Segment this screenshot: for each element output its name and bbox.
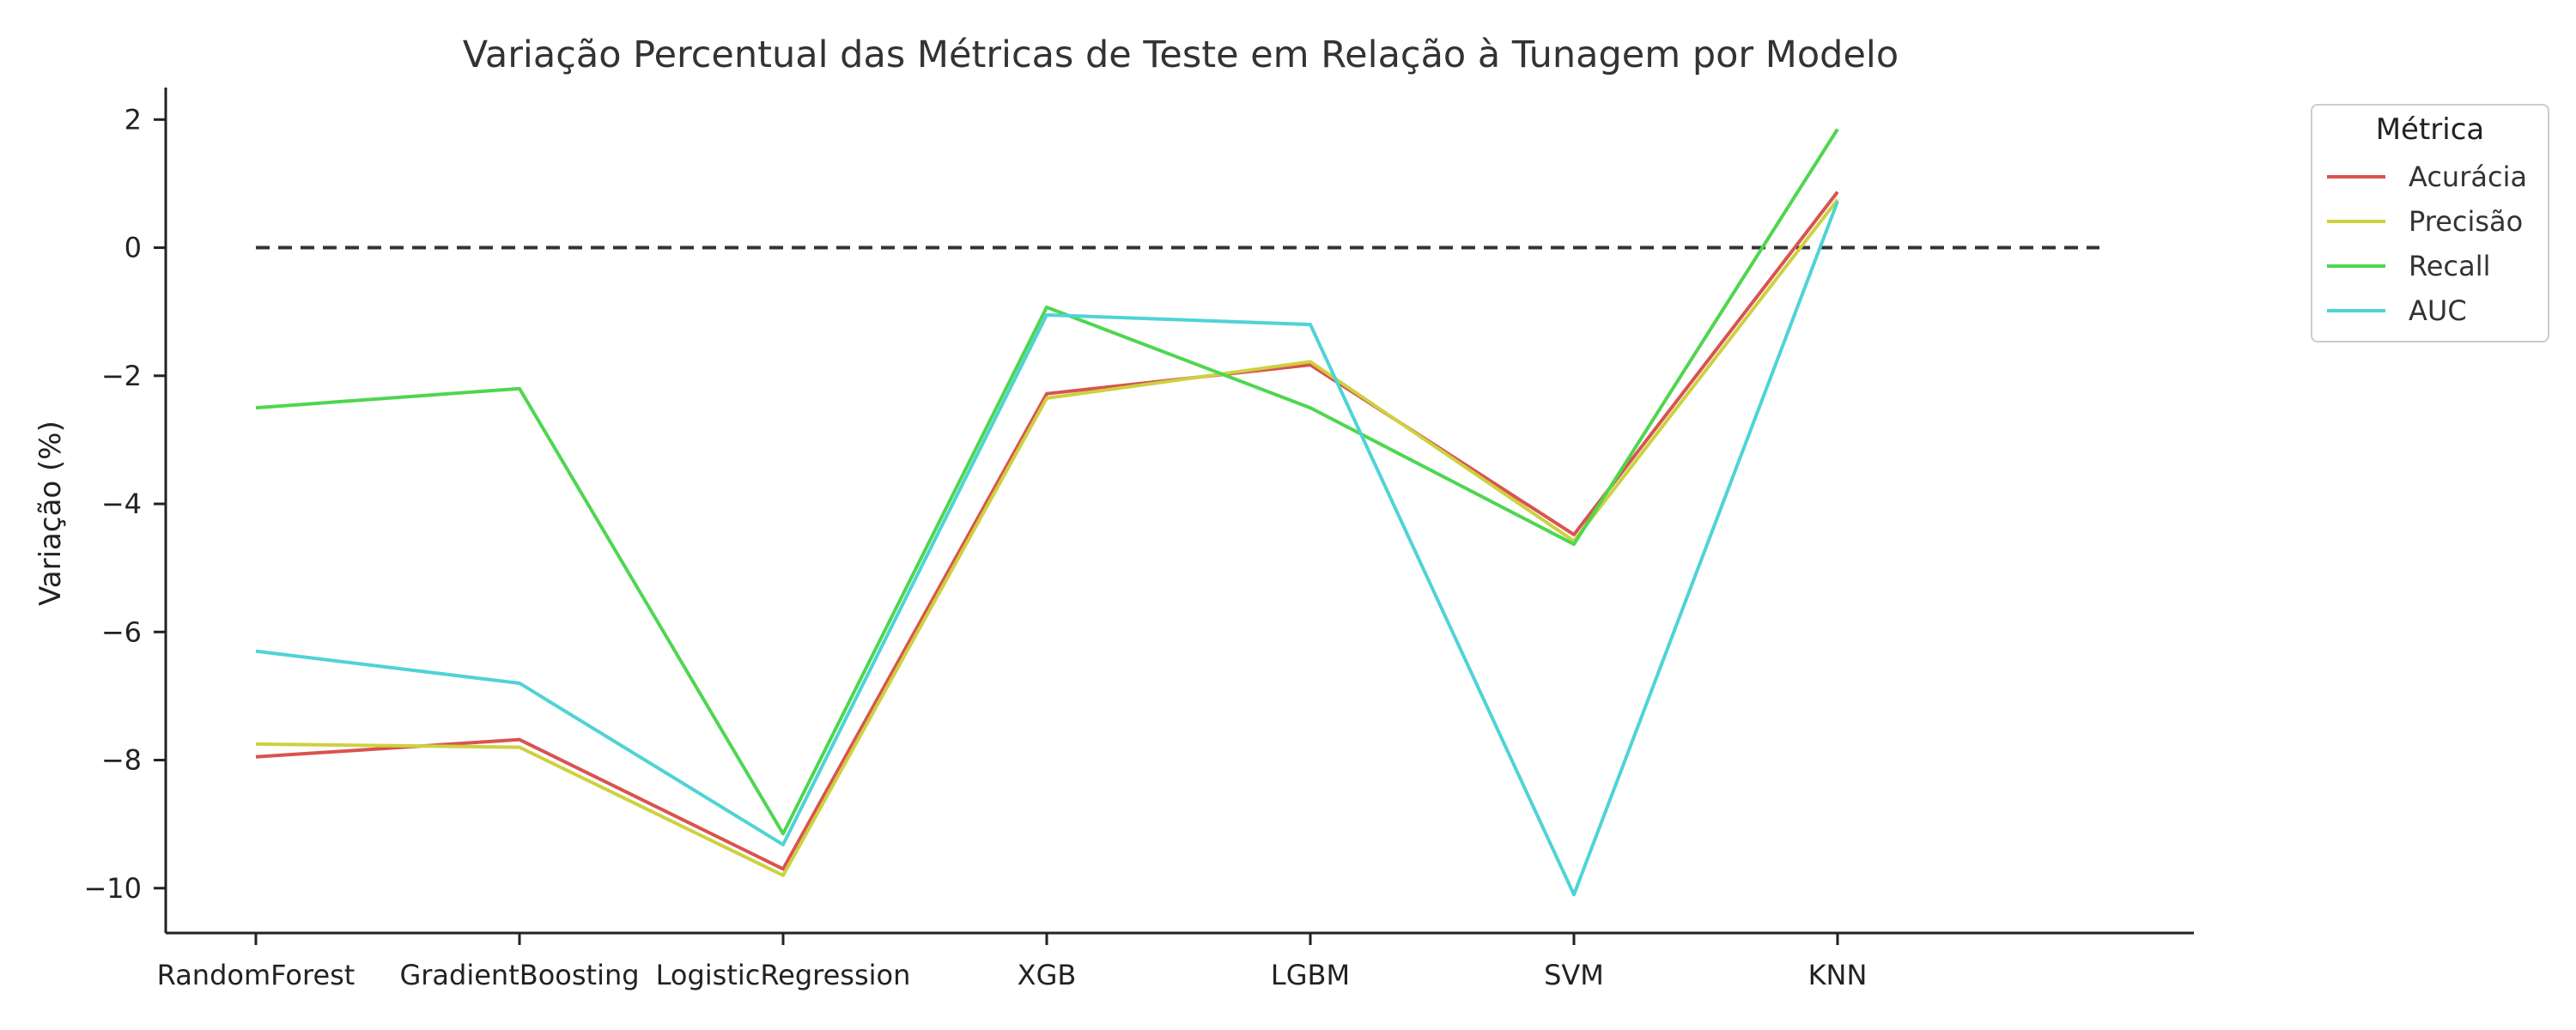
y-tick-label: 2 (125, 103, 142, 136)
x-tick-label: LogisticRegression (656, 959, 911, 991)
series-line-auc (255, 201, 1839, 897)
x-tick-label: GradientBoosting (399, 959, 639, 991)
legend-label: Precisão (2409, 205, 2523, 238)
x-tick-label: RandomForest (157, 959, 355, 991)
legend-title: Métrica (2376, 112, 2485, 147)
legend-label: AUC (2409, 294, 2467, 327)
x-ticks: RandomForest GradientBoosting LogisticRegr… (157, 933, 1868, 991)
y-tick-label: −8 (101, 744, 142, 777)
legend-label: Recall (2409, 250, 2490, 282)
series-line-recall (255, 128, 1839, 836)
legend: Métrica Acurácia Precisão Recall AUC (2311, 104, 2549, 342)
series-line-acurácia (255, 191, 1839, 871)
x-tick-label: LGBM (1271, 959, 1350, 991)
series-group (255, 128, 1839, 897)
y-tick-label: −10 (83, 872, 142, 905)
legend-frame (2311, 104, 2549, 342)
legend-label: Acurácia (2409, 161, 2527, 193)
y-ticks: 2 0 −2 −4 −6 −8 −10 (83, 103, 166, 905)
y-tick-label: −6 (101, 615, 142, 648)
x-tick-label: SVM (1544, 959, 1604, 991)
series-line-precisão (255, 198, 1839, 877)
chart-title: Variação Percentual das Métricas de Test… (463, 33, 1899, 76)
y-tick-label: −2 (101, 360, 142, 392)
x-tick-label: XGB (1018, 959, 1077, 991)
y-tick-label: −4 (101, 488, 142, 520)
y-axis-label: Variação (%) (33, 421, 68, 606)
legend-items: Acurácia Precisão Recall AUC (2327, 161, 2527, 327)
y-tick-label: 0 (125, 232, 142, 264)
x-tick-label: KNN (1808, 959, 1868, 991)
